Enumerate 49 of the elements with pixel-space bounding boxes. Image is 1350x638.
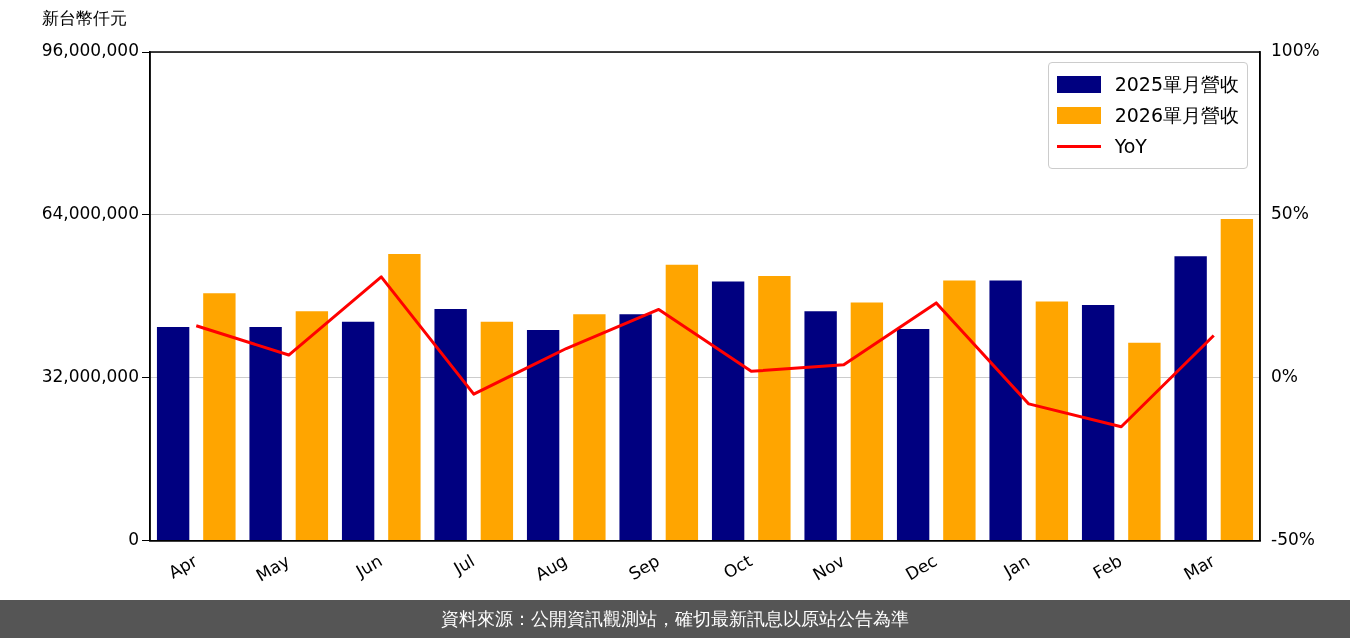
bar	[573, 314, 606, 541]
bar	[758, 276, 791, 541]
bar	[526, 329, 560, 541]
bar	[989, 280, 1022, 541]
bar	[249, 326, 282, 541]
bar	[203, 293, 236, 541]
bar	[480, 321, 514, 541]
legend-label: 2026單月營收	[1114, 103, 1239, 128]
x-tick-label: Jan	[999, 550, 1033, 582]
x-tick-label: Jul	[449, 550, 478, 579]
legend-label: 2025單月營收	[1114, 72, 1239, 97]
bar	[1174, 256, 1207, 541]
x-tick-label: Dec	[901, 550, 941, 585]
x-tick-label: Jun	[351, 550, 386, 582]
y-axis-title: 新台幣仟元	[42, 7, 127, 28]
y2-tick-label: 50%	[1271, 203, 1309, 224]
bar	[850, 302, 884, 541]
y2-tick-label: 0%	[1271, 366, 1298, 387]
y-tick-label: 96,000,000	[41, 40, 139, 61]
bar	[896, 328, 930, 541]
y-tick-label: 64,000,000	[41, 203, 139, 224]
x-tick-label: Nov	[809, 550, 848, 585]
bar	[1081, 305, 1115, 541]
x-tick-label: Apr	[165, 550, 201, 583]
x-tick-label: Aug	[531, 550, 571, 585]
y2-tick-label: 100%	[1271, 40, 1320, 61]
bar	[295, 311, 329, 541]
x-tick-label: Feb	[1089, 550, 1126, 583]
y-tick-label: 32,000,000	[41, 366, 139, 387]
y2-tick-label: -50%	[1271, 529, 1315, 550]
x-tick-label: Sep	[625, 550, 663, 584]
source-note: 資料來源：公開資訊觀測站，確切最新訊息以原站公告為準	[0, 600, 1350, 638]
bar	[1128, 342, 1161, 541]
bar	[1035, 301, 1069, 541]
bar	[804, 311, 837, 541]
bar	[434, 309, 467, 541]
bar	[1220, 218, 1254, 541]
x-tick-label: May	[252, 550, 293, 586]
bar	[388, 254, 421, 541]
y-tick-label: 0	[128, 529, 139, 550]
bar	[665, 264, 699, 541]
bar	[341, 321, 375, 541]
legend-label: YoY	[1114, 134, 1147, 159]
bar	[619, 314, 652, 541]
x-tick-label: Oct	[720, 550, 756, 583]
bar	[711, 281, 745, 541]
bar	[156, 326, 190, 541]
bar	[943, 280, 976, 541]
x-tick-label: Mar	[1180, 550, 1218, 584]
